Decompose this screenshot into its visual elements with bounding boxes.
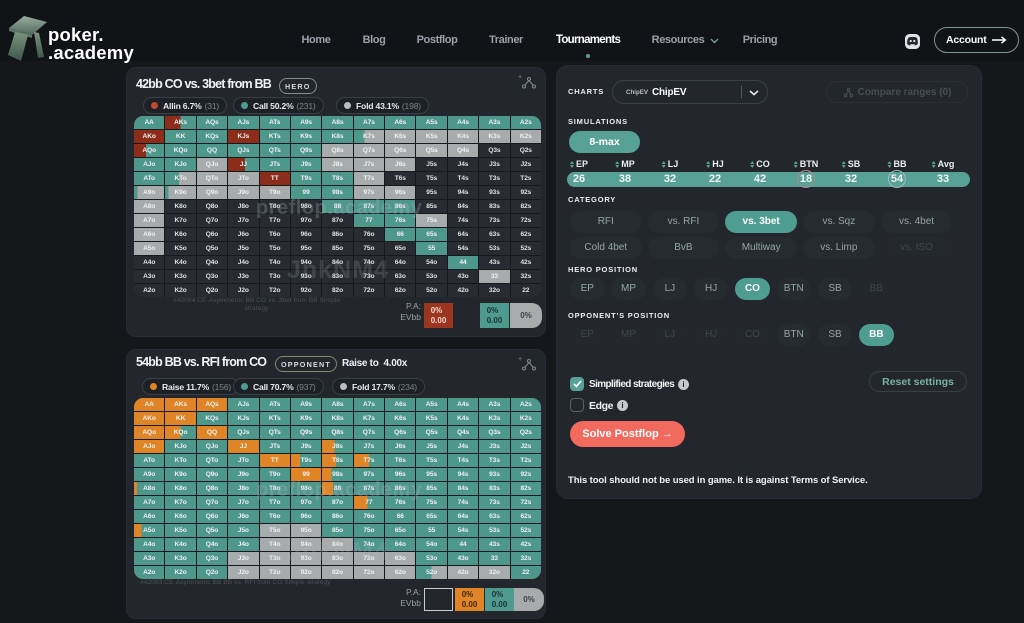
svg-text:+: + — [518, 74, 522, 81]
svg-text:+: + — [518, 356, 522, 363]
